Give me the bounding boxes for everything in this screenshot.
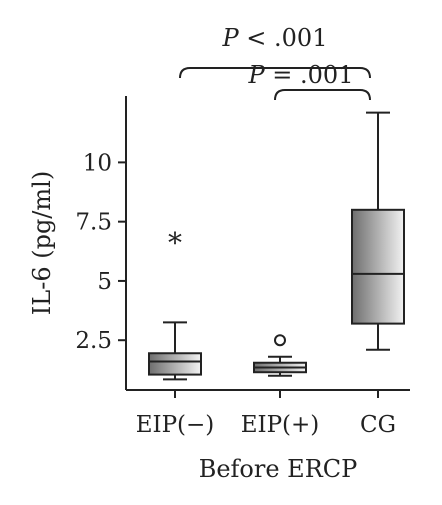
p-symbol: P [248, 61, 273, 89]
x-axis-ticks: EIP(−) EIP(+) CG [136, 390, 396, 438]
significance-bracket: P = .001 [248, 61, 371, 101]
bracket-line [274, 89, 371, 101]
box-0: * [148, 227, 202, 381]
box-1 [253, 334, 307, 377]
box-iqr [351, 208, 405, 325]
x-tick-label: EIP(−) [136, 412, 215, 438]
p-value-label: P < .001 [222, 24, 328, 52]
p-symbol: P [222, 24, 247, 52]
p-value: = .001 [272, 61, 353, 89]
box-iqr [148, 352, 202, 376]
x-tick-label: EIP(+) [241, 412, 320, 438]
box-2 [351, 111, 405, 351]
y-tick-label: 2.5 [75, 328, 112, 354]
p-value-label: P = .001 [248, 61, 354, 89]
box-group: * [148, 111, 405, 381]
y-axis-title: IL-6 (pg/ml) [28, 171, 56, 315]
y-tick-label: 10 [83, 150, 112, 176]
x-tick-label: CG [360, 412, 396, 438]
significance-bracket: P < .001 [179, 24, 371, 79]
y-tick-label: 7.5 [75, 210, 112, 236]
y-axis-ticks: 2.5 5 7.5 10 [75, 150, 126, 354]
outlier-point [274, 334, 286, 347]
p-value: < .001 [246, 24, 327, 52]
y-tick-label: 5 [97, 269, 112, 295]
bracket-line [179, 67, 371, 79]
x-axis-title: Before ERCP [199, 455, 358, 483]
extreme-point: * [168, 227, 182, 260]
